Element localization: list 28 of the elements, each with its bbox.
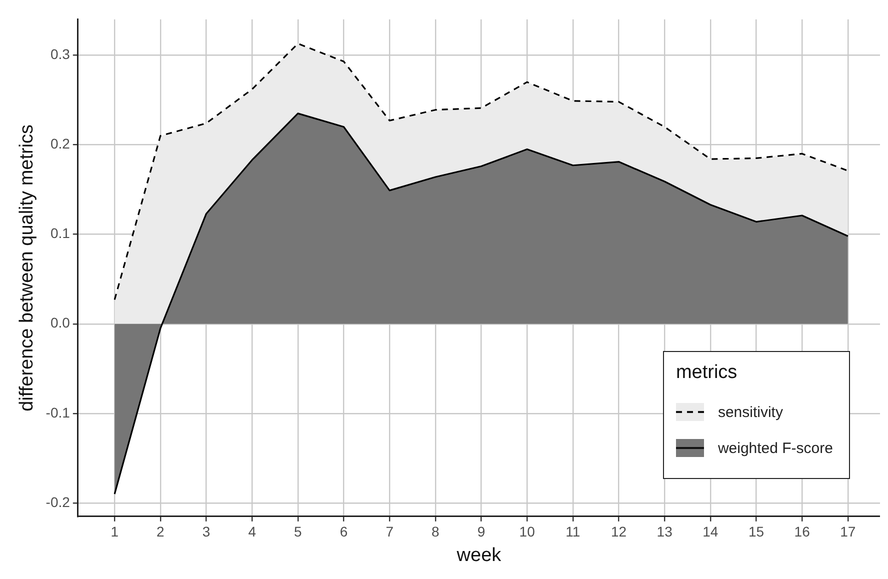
legend-title: metrics <box>676 362 738 384</box>
x-tick-label: 12 <box>610 524 627 540</box>
x-tick-label: 9 <box>477 524 486 540</box>
y-tick-label: 0.1 <box>50 225 70 242</box>
x-tick-label: 2 <box>156 524 165 540</box>
y-tick-label: 0.3 <box>50 46 70 62</box>
x-tick-label: 13 <box>656 524 673 540</box>
y-tick-label: -0.1 <box>46 404 70 420</box>
y-axis-title: difference between quality metrics <box>16 124 38 412</box>
y-tick-label: 0.0 <box>50 314 70 331</box>
x-tick-label: 1 <box>110 524 119 540</box>
legend-label: weighted F-score <box>718 440 833 456</box>
x-tick-label: 7 <box>386 524 394 540</box>
x-tick-label: 14 <box>702 524 718 540</box>
x-tick-label: 10 <box>519 524 536 540</box>
x-tick-label: 3 <box>202 524 210 540</box>
x-axis-title: week <box>456 544 502 566</box>
legend-label: sensitivity <box>718 404 783 420</box>
x-tick-label: 6 <box>340 524 348 540</box>
x-tick-label: 5 <box>294 524 302 540</box>
x-tick-label: 11 <box>566 524 580 540</box>
x-tick-label: 4 <box>248 524 256 540</box>
x-tick-label: 16 <box>794 524 810 540</box>
y-tick-label: -0.2 <box>46 494 70 510</box>
y-tick-label: 0.2 <box>50 136 70 152</box>
x-tick-label: 8 <box>432 524 440 540</box>
x-tick-label: 17 <box>840 524 856 540</box>
x-tick-label: 15 <box>748 524 764 540</box>
